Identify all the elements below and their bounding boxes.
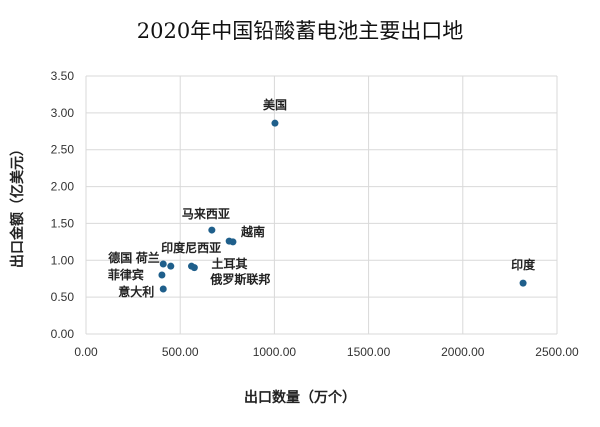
data-point (159, 260, 167, 268)
point-label: 印度 (511, 257, 536, 272)
data-point (190, 264, 198, 272)
x-tick-label: 2000.00 (441, 345, 485, 359)
y-tick-label: 3.00 (51, 106, 75, 120)
x-tick-label: 1500.00 (347, 345, 391, 359)
data-point (208, 226, 216, 234)
x-tick-label: 1000.00 (253, 345, 297, 359)
point-label: 菲律宾 (108, 267, 144, 282)
point-label: 越南 (240, 224, 265, 239)
point-label: 印度尼西亚 (161, 240, 221, 255)
x-tick-label: 2500.00 (535, 345, 579, 359)
point-label: 德国 (108, 250, 132, 265)
y-tick-label: 0.00 (51, 327, 75, 341)
point-label: 意大利 (118, 284, 154, 299)
data-point (158, 271, 166, 279)
point-label: 荷兰 (135, 250, 160, 265)
x-axis-label: 出口数量（万个） (244, 389, 356, 406)
data-point (167, 262, 175, 270)
data-point (271, 119, 279, 127)
data-point (225, 237, 233, 245)
y-tick-label: 2.50 (51, 143, 75, 157)
point-label: 土耳其 (212, 256, 248, 271)
chart-title: 2020年中国铅酸蓄电池主要出口地 (137, 19, 463, 43)
point-label: 马来西亚 (182, 206, 230, 221)
y-tick-label: 1.50 (51, 216, 75, 230)
data-point (519, 279, 527, 287)
y-tick-label: 3.50 (51, 69, 75, 83)
y-tick-label: 0.50 (51, 290, 75, 304)
y-tick-label: 1.00 (51, 253, 75, 267)
x-tick-label: 500.00 (162, 345, 199, 359)
data-point (159, 285, 167, 293)
x-tick-label: 0.00 (74, 345, 98, 359)
y-tick-label: 2.00 (51, 180, 75, 194)
point-label: 俄罗斯联邦 (209, 272, 270, 287)
y-axis-label: 出口金额（亿美元） (9, 142, 26, 268)
point-label: 美国 (263, 97, 287, 112)
